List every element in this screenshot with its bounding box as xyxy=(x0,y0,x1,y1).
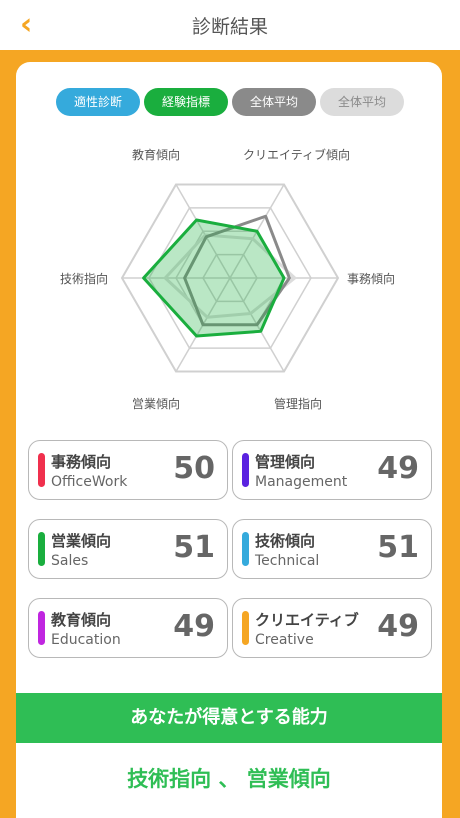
strength-value: 技術指向 、 営業傾向 xyxy=(127,767,331,791)
axis-label-education: 教育傾向 xyxy=(132,148,181,162)
axis-label-management: 管理指向 xyxy=(274,397,323,411)
tab-overall-average-2[interactable]: 全体平均 xyxy=(320,88,404,116)
stat-value: 50 xyxy=(173,451,215,486)
tab-overall-average[interactable]: 全体平均 xyxy=(232,88,316,116)
radar-grid-spoke xyxy=(175,184,231,279)
stat-card-management: 管理傾向 Management 49 xyxy=(232,440,432,500)
stat-card-office: 事務傾向 OfficeWork 50 xyxy=(28,440,228,500)
stat-label-jp: 管理傾向 xyxy=(255,453,316,471)
stat-label-jp: 事務傾向 xyxy=(51,453,112,471)
color-bar xyxy=(242,453,249,487)
radar-series-polygon xyxy=(183,214,291,327)
color-bar xyxy=(38,532,45,566)
stat-card-education: 教育傾向 Education 49 xyxy=(28,598,228,658)
radar-series xyxy=(142,214,297,338)
stat-value: 51 xyxy=(173,530,215,565)
stat-card-creative: クリエイティブ Creative 49 xyxy=(232,598,432,658)
nav-bar: ‹ 診断結果 xyxy=(0,0,460,50)
axis-label-sales: 営業傾向 xyxy=(132,397,181,411)
radar-chart xyxy=(120,183,340,373)
color-bar xyxy=(242,532,249,566)
stat-value: 49 xyxy=(173,609,215,644)
stat-label-jp: 教育傾向 xyxy=(51,611,112,629)
stat-label-en: Management xyxy=(255,474,348,490)
stat-value: 49 xyxy=(377,451,419,486)
back-chevron-icon[interactable]: ‹ xyxy=(20,7,33,42)
color-bar xyxy=(38,611,45,645)
stat-value: 49 xyxy=(377,609,419,644)
axis-label-office: 事務傾向 xyxy=(347,272,396,286)
axis-label-creative: クリエイティブ傾向 xyxy=(243,148,351,162)
stat-card-technical: 技術傾向 Technical 51 xyxy=(232,519,432,579)
stat-label-en: Technical xyxy=(255,553,320,569)
strength-banner: あなたが得意とする能力 xyxy=(16,693,442,743)
stat-label-jp: 技術傾向 xyxy=(255,532,316,550)
page-title: 診断結果 xyxy=(191,16,268,38)
tab-aptitude[interactable]: 適性診断 xyxy=(56,88,140,116)
color-bar xyxy=(242,611,249,645)
tab-experience[interactable]: 経験指標 xyxy=(144,88,228,116)
stat-value: 51 xyxy=(377,530,419,565)
stat-label-en: OfficeWork xyxy=(51,474,128,490)
axis-label-technical: 技術指向 xyxy=(60,272,109,286)
radar-series-polygon xyxy=(142,218,286,338)
stat-label-jp: クリエイティブ xyxy=(255,611,359,629)
stat-label-en: Education xyxy=(51,632,121,648)
stat-label-jp: 営業傾向 xyxy=(51,532,112,550)
radar-series-polygon xyxy=(163,233,297,319)
stat-label-en: Sales xyxy=(51,553,89,569)
stat-label-en: Creative xyxy=(255,632,314,648)
color-bar xyxy=(38,453,45,487)
stat-card-sales: 営業傾向 Sales 51 xyxy=(28,519,228,579)
